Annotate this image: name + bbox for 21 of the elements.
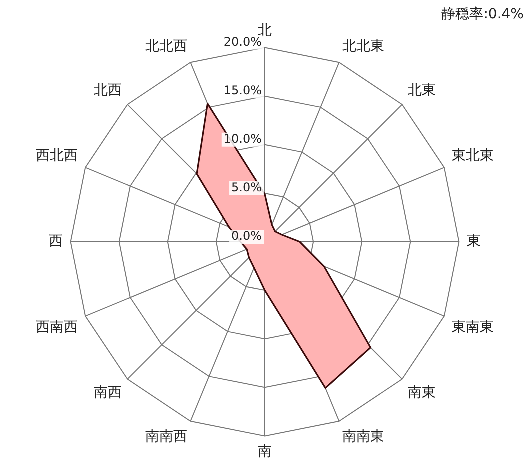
spoke-label: 南南東: [342, 428, 384, 445]
spoke-label: 東南東: [452, 319, 494, 336]
y-tick-label: 10.0%: [224, 132, 262, 146]
spoke-label: 北東: [408, 82, 436, 98]
y-tick-label: 15.0%: [224, 83, 262, 98]
spoke-label: 東: [467, 234, 482, 250]
spoke-label: 北北西: [146, 38, 188, 54]
spoke-label: 西北西: [36, 148, 78, 164]
spoke-label: 南南西: [146, 428, 188, 445]
spoke-label: 北西: [94, 82, 122, 98]
spoke-label: 東北東: [452, 148, 494, 164]
spoke-label: 西南西: [36, 319, 78, 336]
spoke-label: 北北東: [342, 38, 384, 54]
y-tick-label: 20.0%: [224, 34, 262, 49]
spoke-label: 南東: [408, 385, 436, 402]
y-tick-label: 5.0%: [232, 180, 262, 195]
text: 静穏率:0.4%: [442, 6, 524, 23]
spoke-label: 西: [48, 234, 63, 250]
spoke-label: 南: [258, 444, 272, 460]
y-tick-label: 0.0%: [232, 229, 262, 244]
spoke-label: 南西: [94, 385, 122, 402]
